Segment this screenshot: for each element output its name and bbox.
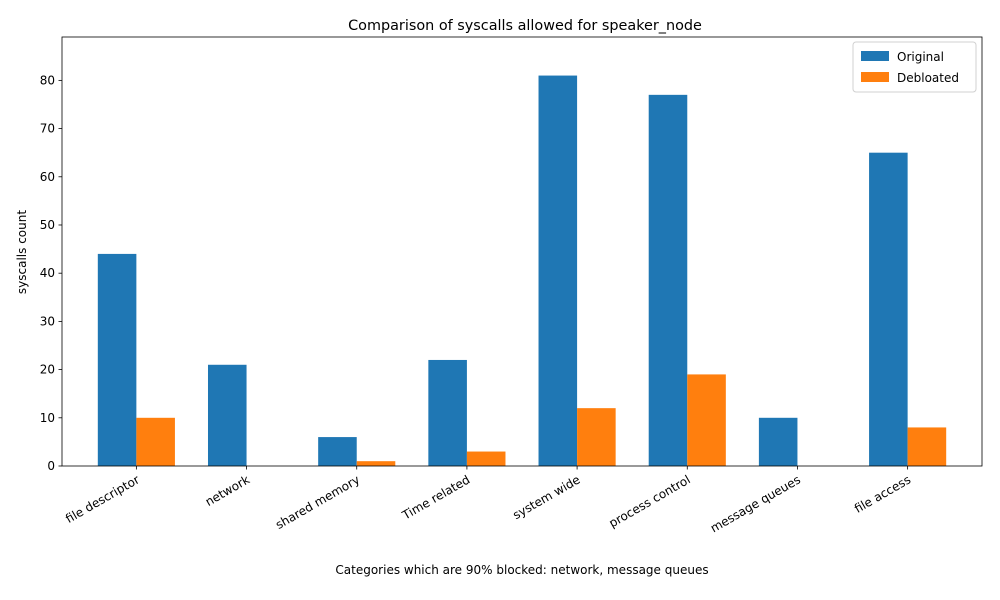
y-tick-label: 10 <box>40 411 55 425</box>
legend-label-debloated: Debloated <box>897 71 959 85</box>
y-tick-label: 0 <box>47 459 55 473</box>
bar-original <box>648 94 688 466</box>
bar-debloated <box>687 374 726 466</box>
bar-original <box>538 75 578 466</box>
y-tick-label: 70 <box>40 122 55 136</box>
bar-debloated <box>466 451 506 466</box>
y-tick-label: 80 <box>40 73 55 87</box>
x-tick-label: shared memory <box>273 472 362 532</box>
x-tick-label: process control <box>607 472 693 530</box>
bar-debloated <box>907 427 947 466</box>
x-tick-label: file access <box>852 472 913 515</box>
legend-swatch-debloated <box>861 72 889 82</box>
y-tick-label: 50 <box>40 218 55 232</box>
legend-label-original: Original <box>897 50 944 64</box>
x-tick-label: file descriptor <box>63 472 142 526</box>
y-tick-label: 20 <box>40 363 55 377</box>
bar-debloated <box>136 417 175 466</box>
bar-original <box>758 417 798 466</box>
plot-frame <box>61 36 983 467</box>
legend-swatch-original <box>861 51 889 61</box>
bar-debloated <box>356 461 396 466</box>
y-tick-label: 30 <box>40 314 55 328</box>
y-tick-label: 40 <box>40 266 55 280</box>
x-tick-label: Time related <box>399 472 472 522</box>
bar-original <box>428 359 467 466</box>
x-axis-label: Categories which are 90% blocked: networ… <box>335 563 708 577</box>
chart-title: Comparison of syscalls allowed for speak… <box>348 18 702 34</box>
y-axis-label: syscalls count <box>15 210 29 294</box>
legend: Original Debloated <box>852 41 977 93</box>
bar-original <box>318 437 357 466</box>
x-tick-label: network <box>203 472 252 509</box>
x-tick-label: message queues <box>708 472 803 535</box>
bar-original <box>869 152 908 466</box>
bar-original <box>207 364 247 466</box>
x-tick-label: system wide <box>510 472 582 522</box>
bar-debloated <box>577 408 616 466</box>
bar-original <box>97 253 137 466</box>
plot-area: 0 10 20 30 40 50 60 70 80 file descriptor network s… <box>40 36 983 535</box>
y-tick-label: 60 <box>40 170 55 184</box>
